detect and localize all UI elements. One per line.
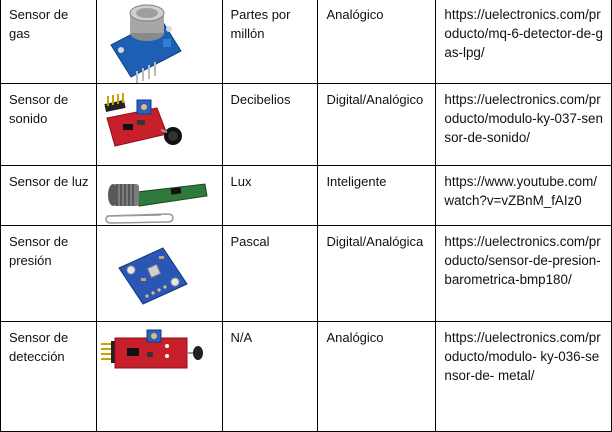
- table-row: Sensor de sonido: [0, 83, 612, 166]
- unit-text: Pascal: [230, 234, 270, 249]
- table-row: Sensor de luz: [0, 165, 612, 226]
- sensor-image-cell: [95, 0, 223, 84]
- product-link[interactable]: https://www.youtube.com/watch?v=vZBnM_fA…: [444, 174, 597, 208]
- table-row: Sensor de detección: [0, 321, 612, 432]
- unit-text: Partes por millón: [230, 7, 291, 41]
- link-cell: https://uelectronics.com/producto/modulo…: [435, 321, 612, 432]
- table-row: Sensor de gas: [0, 0, 612, 84]
- unit-cell: Decibelios: [221, 83, 319, 166]
- type-text: Analógico: [326, 330, 384, 345]
- sensor-image-cell: [95, 321, 223, 432]
- link-cell: https://uelectronics.com/producto/mq-6-d…: [435, 0, 612, 84]
- link-cell: https://uelectronics.com/producto/sensor…: [435, 225, 612, 322]
- sensor-image-cell: [95, 83, 223, 166]
- unit-cell: Lux: [221, 165, 319, 226]
- product-link[interactable]: https://uelectronics.com/producto/modulo…: [444, 92, 603, 145]
- unit-text: Lux: [230, 174, 252, 189]
- gas-sensor-image: [97, 0, 221, 83]
- type-cell: Digital/Analógico: [317, 83, 437, 166]
- sensor-name: Sensor de gas: [9, 7, 69, 41]
- unit-cell: Partes por millón: [221, 0, 319, 84]
- unit-cell: N/A: [221, 321, 319, 432]
- light-sensor-image: [97, 167, 221, 225]
- sensor-name-cell: Sensor de detección: [0, 321, 97, 432]
- table-row: Sensor de presión: [0, 225, 612, 322]
- sensor-name-cell: Sensor de sonido: [0, 83, 97, 166]
- link-cell: https://www.youtube.com/watch?v=vZBnM_fA…: [435, 165, 612, 226]
- sensor-image-cell: [95, 225, 223, 322]
- type-text: Inteligente: [326, 174, 387, 189]
- unit-text: Decibelios: [230, 92, 291, 107]
- sensor-name-cell: Sensor de presión: [0, 225, 97, 322]
- sensor-name: Sensor de detección: [9, 330, 69, 364]
- sensor-name: Sensor de sonido: [9, 92, 69, 126]
- unit-cell: Pascal: [221, 225, 319, 322]
- type-text: Digital/Analógica: [326, 234, 424, 249]
- sensor-image-cell: [95, 165, 223, 226]
- detection-sensor-image: [97, 323, 221, 431]
- pressure-sensor-image: [97, 227, 221, 321]
- unit-text: N/A: [230, 330, 253, 345]
- type-cell: Inteligente: [317, 165, 437, 226]
- product-link[interactable]: https://uelectronics.com/producto/sensor…: [444, 234, 601, 287]
- sensor-name-cell: Sensor de luz: [0, 165, 97, 226]
- type-text: Digital/Analógico: [326, 92, 424, 107]
- type-cell: Analógico: [317, 0, 437, 84]
- sensor-name: Sensor de presión: [9, 234, 69, 268]
- sensor-name-cell: Sensor de gas: [0, 0, 97, 84]
- product-link[interactable]: https://uelectronics.com/producto/mq-6-d…: [444, 7, 603, 60]
- product-link[interactable]: https://uelectronics.com/producto/modulo…: [444, 330, 601, 383]
- sound-sensor-image: [97, 85, 221, 165]
- sensor-name: Sensor de luz: [9, 174, 89, 189]
- type-cell: Analógico: [317, 321, 437, 432]
- link-cell: https://uelectronics.com/producto/modulo…: [435, 83, 612, 166]
- type-cell: Digital/Analógica: [317, 225, 437, 322]
- type-text: Analógico: [326, 7, 384, 22]
